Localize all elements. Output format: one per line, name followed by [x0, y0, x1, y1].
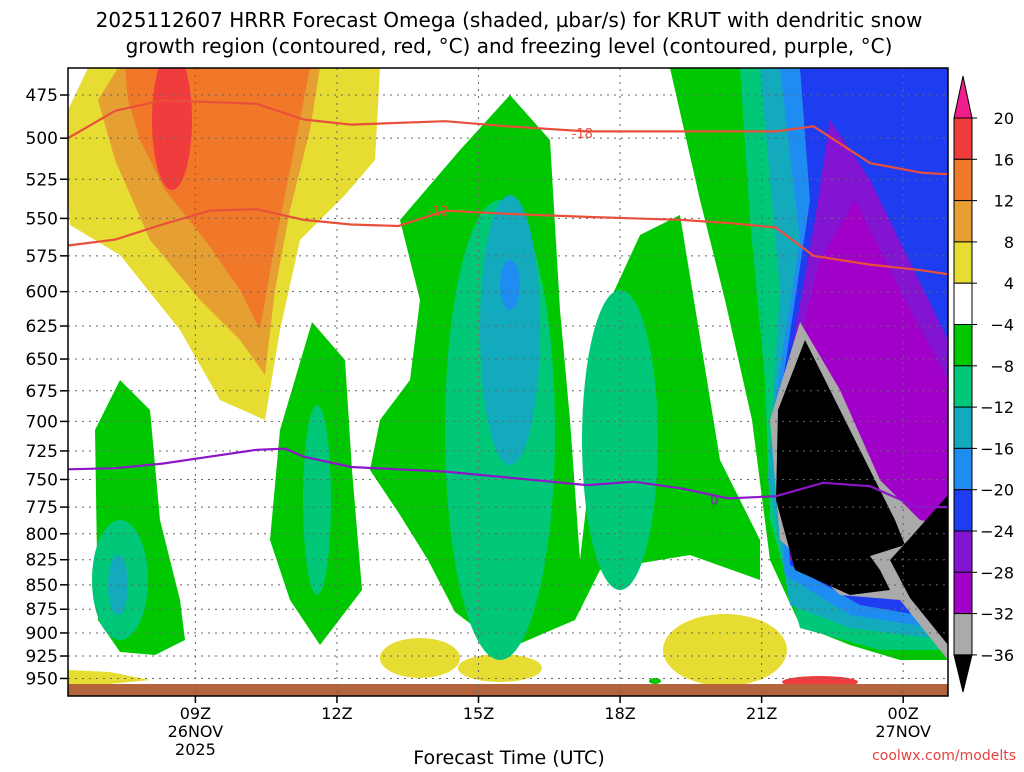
- x-tick-label-5: 00Z: [888, 704, 919, 723]
- ground-band: [68, 684, 948, 696]
- shade-positive-near-surface-2: [458, 654, 542, 682]
- y-tick-label-5: 600: [26, 283, 58, 303]
- contour-label-1: -12: [428, 205, 449, 220]
- colorbar-label-4: 4: [1004, 274, 1014, 293]
- colorbar-label-10: −24: [980, 522, 1014, 541]
- plot-frame: [67, 67, 949, 697]
- y-tick-label-14: 825: [26, 551, 58, 571]
- colorbar-label-1: 16: [994, 150, 1014, 169]
- colorbar-label-2: 12: [994, 192, 1014, 211]
- colorbar-label-11: −28: [980, 563, 1014, 582]
- shade-negative-36-right-2: [890, 495, 948, 645]
- colorbar-bin-1: [953, 117, 973, 160]
- y-tick-label-10: 725: [26, 442, 58, 462]
- colorbar-label-6: −8: [990, 357, 1014, 376]
- chart-title-line1: 2025112607 HRRR Forecast Omega (shaded, …: [96, 8, 923, 32]
- y-tick-label-8: 675: [26, 382, 58, 402]
- y-tick-label-1: 500: [26, 129, 58, 149]
- shade-negative-12-main: [480, 195, 540, 465]
- contour-line-1: [68, 208, 948, 276]
- omega-shading: [68, 68, 948, 696]
- y-tick-label-4: 575: [26, 247, 58, 267]
- credit-text: coolwx.com/modelts: [872, 748, 1016, 764]
- chart-title-line2: growth region (contoured, red, °C) and f…: [126, 34, 893, 58]
- shade-positive-low-left: [68, 670, 150, 688]
- colorbar-bin-2: [953, 158, 973, 202]
- y-tick-label-19: 950: [26, 669, 58, 689]
- colorbar: 20 16 12 8 4 −4 −8 −12 −16 −20 −24 −28 −32 −36: [953, 75, 1014, 693]
- y-tick-label-12: 775: [26, 498, 58, 518]
- y-tick-label-2: 525: [26, 170, 58, 190]
- colorbar-label-13: −36: [980, 646, 1014, 665]
- shade-positive-near-surface-1: [380, 638, 460, 678]
- x-axis-label: Forecast Time (UTC): [413, 747, 604, 768]
- y-tick-label-0: 475: [26, 86, 58, 106]
- shade-negative-4-small: [649, 678, 661, 684]
- colorbar-top-triangle: [953, 75, 973, 119]
- x-tick-label-3: 18Z: [604, 704, 635, 723]
- x-tick-year-0: 2025: [175, 740, 216, 759]
- shade-negative-36-right-1: [776, 340, 905, 595]
- colorbar-label-5: −4: [990, 316, 1014, 335]
- y-tick-label-13: 800: [26, 525, 58, 545]
- shade-negative-16-main: [500, 260, 520, 310]
- colorbar-bin-3: [953, 200, 973, 243]
- colorbar-label-12: −32: [980, 605, 1014, 624]
- y-tick-label-16: 875: [26, 600, 58, 620]
- x-tick-date-5: 27NOV: [875, 722, 931, 741]
- contour-line-0: [68, 99, 948, 176]
- colorbar-bin-4: [953, 241, 973, 284]
- contour-line-2: [68, 447, 948, 509]
- colorbar-bin-13: [953, 613, 973, 656]
- colorbar-bin-11: [953, 530, 973, 573]
- shade-positive-near-surface-3: [663, 614, 787, 686]
- y-axis: 475 500 525 550 575 600 625 650 675 700 725 750 775 8…: [26, 86, 68, 689]
- colorbar-bin-8: [953, 406, 973, 449]
- contour-lines: -18 -12 0: [68, 99, 948, 509]
- y-tick-label-17: 900: [26, 624, 58, 644]
- shade-negative-8-mid: [303, 405, 331, 595]
- contour-label-2: 0: [710, 493, 718, 508]
- x-tick-label-1: 12Z: [321, 704, 352, 723]
- colorbar-bottom-triangle: [953, 654, 973, 693]
- colorbar-label-9: −20: [980, 481, 1014, 500]
- x-tick-label-0: 09Z: [180, 704, 211, 723]
- y-tick-label-9: 700: [26, 412, 58, 432]
- colorbar-label-7: −12: [980, 398, 1014, 417]
- y-tick-label-11: 750: [26, 470, 58, 490]
- y-tick-label-15: 850: [26, 576, 58, 596]
- x-tick-label-2: 15Z: [463, 704, 494, 723]
- x-tick-date-0: 26NOV: [168, 722, 224, 741]
- y-tick-label-3: 550: [26, 209, 58, 229]
- colorbar-label-0: 20: [994, 109, 1014, 128]
- contour-label-0: -18: [572, 127, 593, 142]
- shade-positive-16: [152, 68, 192, 190]
- colorbar-label-3: 8: [1004, 233, 1014, 252]
- y-tick-label-7: 650: [26, 350, 58, 370]
- x-tick-label-4: 21Z: [746, 704, 777, 723]
- colorbar-bin-9: [953, 447, 973, 491]
- y-tick-label-6: 625: [26, 317, 58, 337]
- colorbar-bin-10: [953, 489, 973, 532]
- colorbar-bin-7: [953, 365, 973, 408]
- y-tick-label-18: 925: [26, 647, 58, 667]
- colorbar-bin-6: [953, 324, 973, 367]
- colorbar-bin-12: [953, 571, 973, 615]
- colorbar-label-8: −16: [980, 439, 1014, 458]
- colorbar-bin-5: [953, 282, 973, 326]
